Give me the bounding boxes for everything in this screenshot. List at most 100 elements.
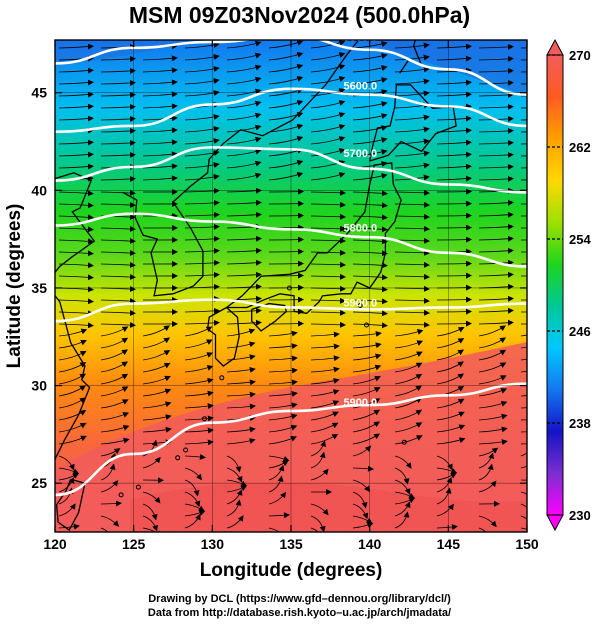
wind-arrow [436, 437, 466, 445]
wind-arrow [268, 136, 304, 145]
wind-arrow [478, 247, 514, 254]
wind-arrow [142, 426, 172, 433]
wind-arrow [478, 91, 514, 98]
x-axis-label: Longitude (degrees) [200, 560, 383, 581]
wind-arrow [184, 439, 214, 446]
wind-arrow [226, 64, 262, 73]
wind-arrow [226, 319, 262, 326]
wind-arrow [520, 83, 527, 85]
wind-arrow [226, 499, 242, 517]
wind-arrow [478, 43, 514, 50]
wind-arrow [478, 235, 514, 242]
wind-arrow [226, 259, 262, 266]
wind-arrow [520, 143, 527, 145]
wind-arrow [142, 55, 178, 62]
wind-arrow [352, 465, 374, 472]
island [401, 439, 407, 445]
wind-arrow [478, 55, 514, 62]
wind-arrow [310, 451, 326, 469]
wind-arrow [226, 76, 262, 85]
wind-arrow [268, 391, 298, 397]
wind-arrow [394, 66, 430, 73]
wind-arrow [478, 271, 514, 278]
wind-arrow [394, 201, 430, 208]
wind-arrow [436, 43, 472, 50]
wind-arrow [520, 251, 527, 253]
wind-arrow [436, 115, 472, 122]
wind-arrow [268, 124, 304, 133]
wind-arrow [520, 370, 527, 373]
wind-arrow [142, 515, 159, 532]
coastline-segment [251, 302, 288, 332]
wind-arrow [100, 226, 136, 233]
wind-arrow [100, 349, 128, 361]
wind-arrow [310, 378, 340, 385]
wind-arrow [226, 354, 256, 361]
wind-arrow [226, 426, 256, 433]
wind-arrow [142, 103, 178, 110]
wind-arrow [100, 139, 136, 146]
wind-arrow [394, 114, 430, 121]
wind-arrow [310, 355, 340, 362]
wind-arrow [226, 235, 262, 242]
wind-arrow [520, 155, 527, 157]
wind-arrow [478, 515, 497, 528]
wind-arrow [520, 299, 527, 301]
wind-arrow [436, 424, 466, 433]
wind-arrow [520, 479, 527, 481]
wind-arrow [142, 414, 172, 421]
wind-arrow [268, 188, 304, 195]
credit-data: Data from http://database.rish.kyoto–u.a… [147, 607, 452, 619]
wind-arrow [520, 59, 527, 61]
wind-arrow [310, 160, 346, 169]
wind-arrow [478, 439, 508, 446]
colorbar-bottom-cap [546, 514, 564, 532]
y-tick-label: 35 [31, 280, 47, 296]
wind-arrow [520, 131, 527, 133]
wind-arrow [310, 321, 346, 328]
wind-arrow [226, 515, 244, 529]
wind-arrow [352, 310, 388, 317]
wind-arrow [310, 64, 346, 73]
x-tick-label: 125 [122, 536, 146, 552]
wind-arrow [394, 373, 423, 385]
wind-arrow [394, 309, 430, 316]
wind-arrow [58, 409, 87, 421]
wind-arrow [394, 90, 430, 97]
wind-arrow [268, 475, 284, 493]
wind-arrow [310, 124, 346, 133]
wind-arrow [478, 307, 514, 314]
wind-arrow [142, 375, 171, 385]
wind-arrow [58, 274, 94, 281]
wind-arrow [268, 379, 298, 386]
wind-arrow [436, 55, 472, 62]
wind-arrow [142, 527, 163, 532]
wind-arrow [184, 271, 220, 278]
wind-arrow [352, 214, 388, 221]
wind-arrow [268, 367, 298, 374]
wind-arrow [100, 386, 129, 397]
wind-arrow [394, 261, 430, 268]
wind-arrow [226, 366, 256, 373]
island [364, 322, 369, 328]
x-tick-label: 145 [437, 536, 461, 552]
wind-arrow [478, 127, 514, 134]
wind-arrow [478, 426, 508, 433]
wind-arrow [184, 66, 220, 73]
wind-arrow [226, 199, 262, 206]
wind-arrow [394, 491, 415, 499]
wind-arrow [58, 523, 80, 530]
wind-arrow [184, 510, 206, 517]
contour-label: 5500.0 [344, 32, 378, 44]
wind-arrow [226, 328, 256, 337]
wind-arrow [310, 172, 346, 181]
wind-arrow [520, 179, 527, 181]
wind-arrow [478, 325, 506, 337]
x-tick-label: 150 [515, 536, 539, 552]
wind-arrow [184, 491, 201, 508]
wind-arrow [184, 352, 214, 361]
wind-arrow [436, 139, 472, 146]
wind-arrow [394, 351, 423, 361]
x-tick-label: 130 [201, 536, 225, 552]
wind-arrow [436, 373, 464, 385]
